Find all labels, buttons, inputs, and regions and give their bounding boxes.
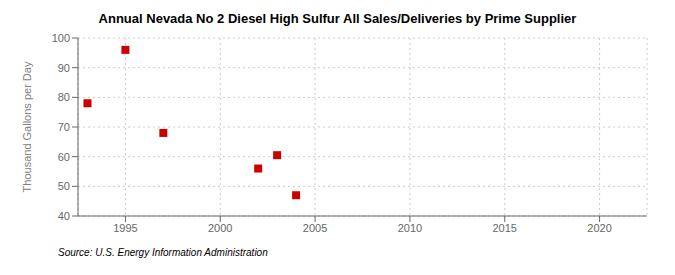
svg-text:2000: 2000 <box>208 222 232 234</box>
svg-text:2005: 2005 <box>303 222 327 234</box>
svg-text:2010: 2010 <box>398 222 422 234</box>
svg-text:50: 50 <box>58 180 70 192</box>
svg-text:90: 90 <box>58 62 70 74</box>
svg-text:1995: 1995 <box>113 222 137 234</box>
svg-text:2015: 2015 <box>493 222 517 234</box>
svg-text:60: 60 <box>58 151 70 163</box>
svg-text:2020: 2020 <box>587 222 611 234</box>
svg-text:100: 100 <box>52 32 70 44</box>
svg-text:80: 80 <box>58 91 70 103</box>
svg-text:40: 40 <box>58 210 70 222</box>
svg-text:70: 70 <box>58 121 70 133</box>
html-text:Annual Nevada No 2 Diesel High: Annual Nevada No 2 Diesel High Sulfur Al… <box>98 11 577 26</box>
html-text:Source: U.S. Energy Informatio: Source: U.S. Energy Information Administ… <box>58 247 268 258</box>
svg-text:Thousand Gallons per Day: Thousand Gallons per Day <box>21 61 33 192</box>
